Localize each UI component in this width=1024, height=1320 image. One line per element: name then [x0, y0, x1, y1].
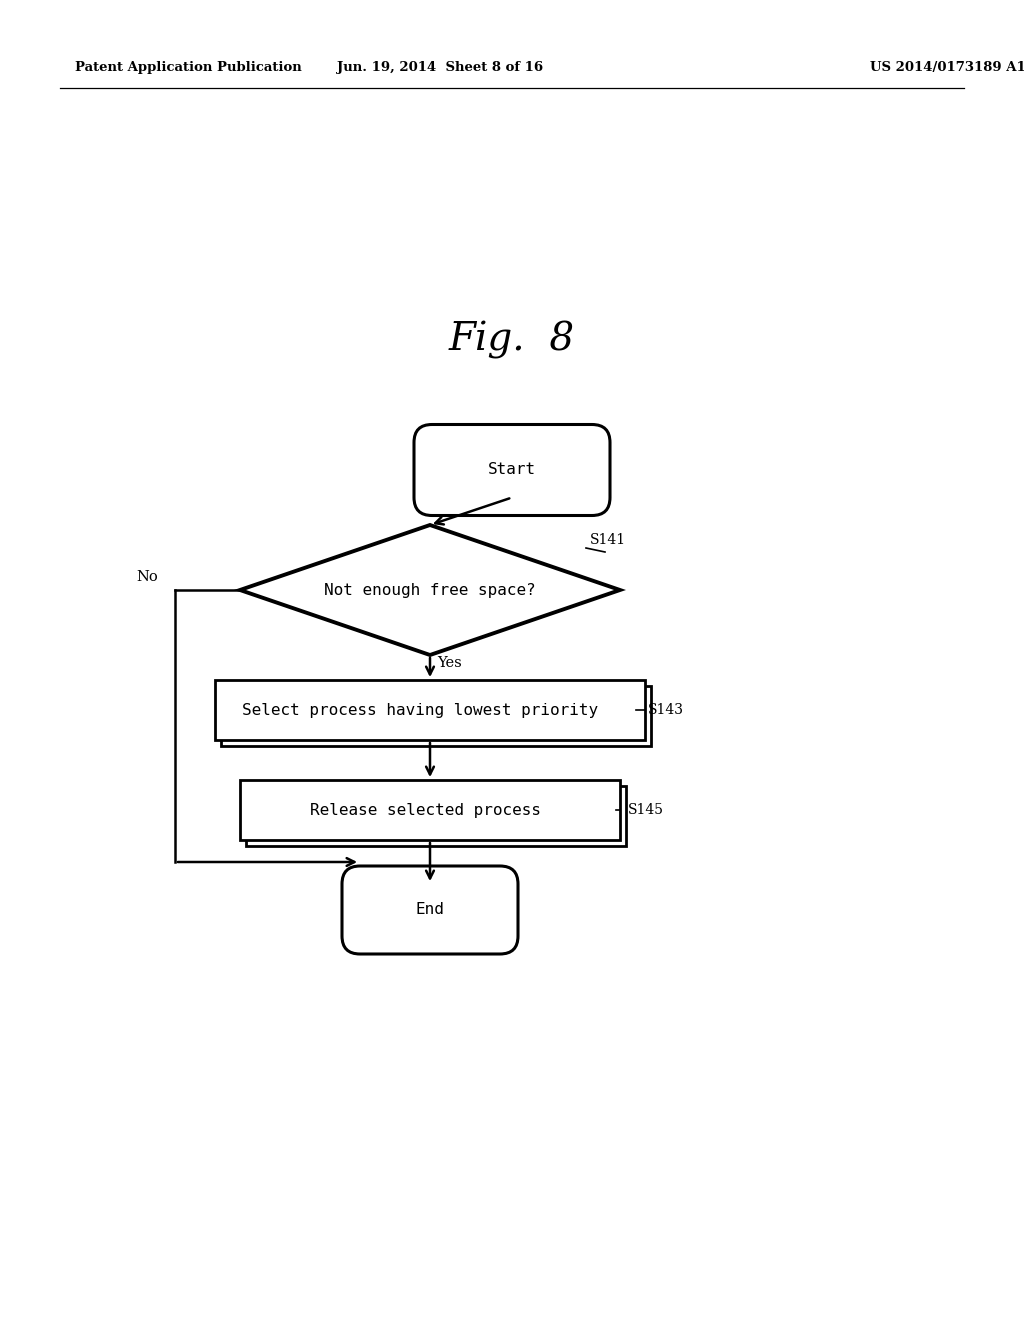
- Text: Jun. 19, 2014  Sheet 8 of 16: Jun. 19, 2014 Sheet 8 of 16: [337, 62, 544, 74]
- Polygon shape: [240, 525, 620, 655]
- Text: S141: S141: [590, 533, 626, 546]
- Text: Not enough free space?: Not enough free space?: [325, 582, 536, 598]
- Text: S143: S143: [648, 704, 684, 717]
- Bar: [221, 686, 651, 746]
- Text: US 2014/0173189 A1: US 2014/0173189 A1: [870, 62, 1024, 74]
- Text: Start: Start: [488, 462, 536, 478]
- Text: Fig.  8: Fig. 8: [449, 321, 575, 359]
- Bar: [215, 680, 645, 741]
- Text: Select process having lowest priority: Select process having lowest priority: [242, 702, 598, 718]
- Text: Release selected process: Release selected process: [309, 803, 541, 817]
- Bar: [246, 785, 626, 846]
- Text: Yes: Yes: [437, 656, 462, 671]
- FancyBboxPatch shape: [342, 866, 518, 954]
- Text: S145: S145: [628, 803, 664, 817]
- FancyBboxPatch shape: [414, 425, 610, 516]
- Text: End: End: [416, 903, 444, 917]
- Bar: [240, 780, 620, 840]
- Text: No: No: [136, 570, 158, 583]
- Text: Patent Application Publication: Patent Application Publication: [75, 62, 302, 74]
